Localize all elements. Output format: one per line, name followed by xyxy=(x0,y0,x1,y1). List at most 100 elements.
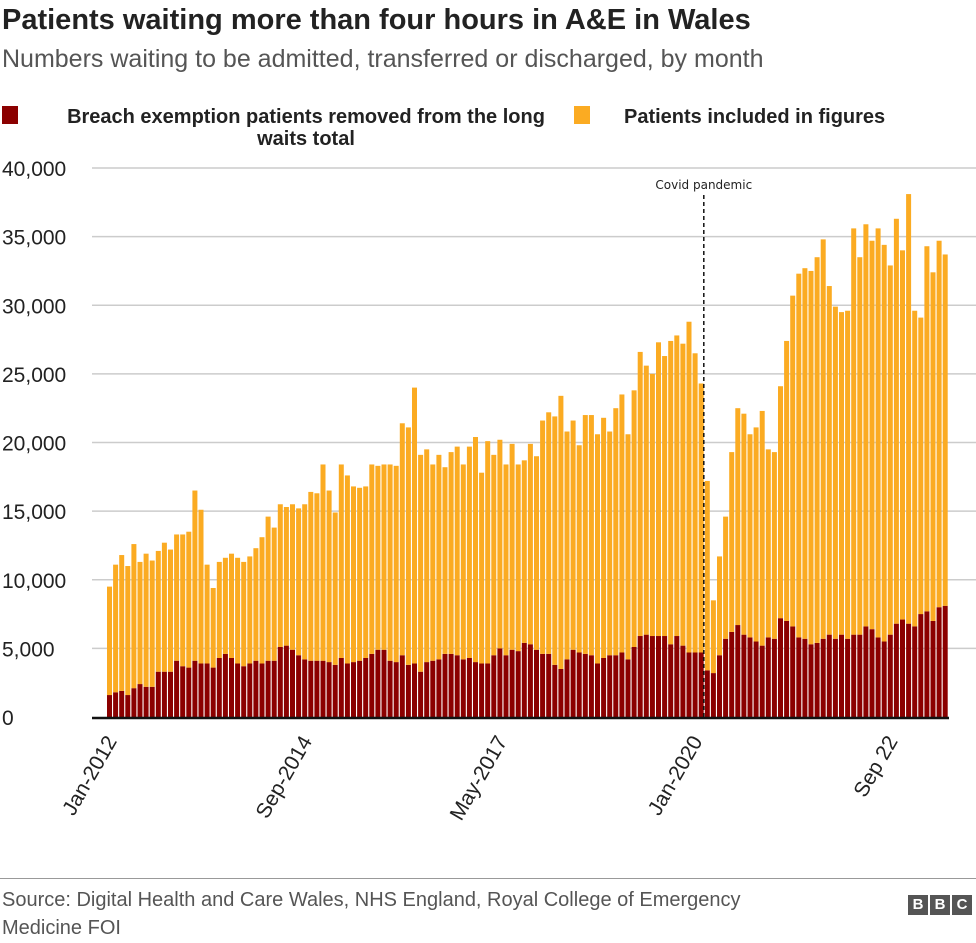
bar-breach-Nov-2017 xyxy=(534,649,539,717)
bar-included-Dec-2015 xyxy=(393,465,399,663)
bar-breach-Mar-2021 xyxy=(778,618,783,717)
bar-included-Jul-2012 xyxy=(143,553,149,687)
bar-breach-Oct-2021 xyxy=(820,638,826,717)
bar-included-Aug-2019 xyxy=(662,356,668,637)
bar-breach-Dec-2022 xyxy=(906,623,912,717)
bar-breach-May-2021 xyxy=(790,626,796,717)
bar-included-Sep-2017 xyxy=(521,460,527,643)
bar-included-Apr-2013 xyxy=(198,509,204,664)
bar-included-Aug-2014 xyxy=(296,508,302,656)
bar-breach-Jan-2021 xyxy=(765,637,771,717)
bar-breach-Oct-2017 xyxy=(527,644,533,717)
bar-included-Nov-2015 xyxy=(387,464,393,661)
bar-breach-Nov-2021 xyxy=(826,634,832,717)
bar-included-Aug-2018 xyxy=(588,415,594,656)
bar-included-Feb-2013 xyxy=(186,531,192,668)
bar-breach-Feb-2021 xyxy=(771,638,777,717)
bar-included-Sep-2019 xyxy=(668,340,674,645)
bar-included-Jan-2023 xyxy=(912,310,918,627)
bar-included-Jul-2016 xyxy=(436,454,442,660)
bar-included-Aug-2012 xyxy=(149,560,155,687)
bar-breach-Jan-2022 xyxy=(839,634,844,717)
bar-breach-Dec-2021 xyxy=(832,638,838,717)
bar-included-Feb-2016 xyxy=(405,427,411,665)
bar-included-Dec-2020 xyxy=(759,410,765,646)
bar-included-Nov-2019 xyxy=(680,343,686,646)
bar-breach-Sep-2012 xyxy=(155,671,161,717)
bar-included-Nov-2021 xyxy=(826,286,832,635)
x-tick-label: Sep-2014 xyxy=(252,732,318,823)
bar-breach-Jul-2020 xyxy=(729,631,735,717)
bar-breach-Oct-2019 xyxy=(674,636,680,717)
bar-breach-Dec-2019 xyxy=(686,652,692,717)
bar-included-May-2022 xyxy=(863,224,869,627)
bar-breach-Sep-2022 xyxy=(887,634,893,717)
bar-breach-Apr-2023 xyxy=(930,620,936,717)
bar-breach-May-2013 xyxy=(204,663,210,717)
bar-breach-Jan-2023 xyxy=(912,626,918,717)
bar-breach-Apr-2022 xyxy=(857,634,863,717)
bar-included-Dec-2022 xyxy=(906,194,912,624)
bar-breach-Sep-2019 xyxy=(668,644,674,717)
bar-included-May-2014 xyxy=(277,504,283,648)
bar-breach-Oct-2014 xyxy=(308,660,314,717)
bar-included-Mar-2014 xyxy=(265,516,271,661)
source-note: Source: Digital Health and Care Wales, N… xyxy=(2,889,741,939)
bar-included-Oct-2018 xyxy=(601,417,607,658)
bar-included-Jul-2019 xyxy=(656,342,661,637)
bar-breach-Jun-2014 xyxy=(283,645,289,717)
bar-included-Sep-2013 xyxy=(229,553,234,658)
bar-breach-Apr-2013 xyxy=(198,663,204,717)
bar-included-Dec-2017 xyxy=(540,420,546,654)
bar-included-Sep-2012 xyxy=(155,550,161,672)
bar-included-Jul-2022 xyxy=(875,228,881,638)
bar-breach-Jun-2022 xyxy=(869,629,875,717)
bar-included-Apr-2016 xyxy=(418,454,424,672)
bar-included-Aug-2016 xyxy=(442,467,448,654)
bar-included-Jul-2017 xyxy=(509,443,515,650)
bar-breach-Dec-2016 xyxy=(466,657,472,717)
bar-included-Oct-2021 xyxy=(820,239,826,639)
bar-breach-Mar-2014 xyxy=(265,660,271,717)
bar-breach-Aug-2018 xyxy=(588,655,594,717)
bar-included-Apr-2014 xyxy=(271,527,277,661)
bar-breach-Nov-2020 xyxy=(753,641,759,717)
bar-included-Dec-2012 xyxy=(174,534,180,661)
bar-breach-Jul-2021 xyxy=(802,638,808,717)
bar-breach-Oct-2013 xyxy=(235,663,241,717)
bar-breach-May-2023 xyxy=(936,607,942,717)
bar-included-May-2021 xyxy=(790,295,796,627)
x-tick-label: Jan-2020 xyxy=(644,732,708,819)
bar-breach-Jul-2018 xyxy=(582,653,588,717)
y-tick-label: 40,000 xyxy=(2,158,66,181)
bar-included-Jun-2023 xyxy=(942,254,948,606)
bar-breach-Feb-2016 xyxy=(405,664,411,717)
bar-breach-Nov-2014 xyxy=(314,660,320,717)
bar-included-Nov-2016 xyxy=(460,464,466,660)
bar-included-Jun-2013 xyxy=(210,587,216,668)
bar-included-Feb-2012 xyxy=(113,564,119,693)
bar-breach-Aug-2021 xyxy=(808,644,814,717)
bar-included-Apr-2020 xyxy=(710,600,716,674)
bar-breach-Nov-2019 xyxy=(680,645,686,717)
bar-included-Nov-2017 xyxy=(534,456,539,650)
bar-breach-Mar-2020 xyxy=(704,670,710,717)
bar-breach-Oct-2015 xyxy=(381,649,387,717)
bar-breach-Dec-2020 xyxy=(759,645,765,717)
bar-included-May-2018 xyxy=(570,420,576,650)
bar-breach-Oct-2022 xyxy=(893,623,899,717)
bar-included-Oct-2019 xyxy=(674,335,680,637)
bar-breach-Jun-2015 xyxy=(357,660,363,717)
bar-breach-Nov-2013 xyxy=(241,666,247,717)
bar-breach-Mar-2013 xyxy=(192,660,198,717)
bar-included-May-2012 xyxy=(131,544,137,689)
bar-included-Sep-2015 xyxy=(375,465,381,650)
bar-breach-Nov-2012 xyxy=(168,671,173,717)
bar-included-Mar-2012 xyxy=(119,555,125,691)
bar-included-May-2015 xyxy=(351,486,356,663)
bar-breach-Aug-2013 xyxy=(222,653,228,717)
bar-breach-Feb-2020 xyxy=(698,652,704,717)
bar-breach-Sep-2017 xyxy=(521,642,527,717)
bar-included-Dec-2019 xyxy=(686,321,692,653)
bar-breach-Apr-2015 xyxy=(344,663,350,717)
